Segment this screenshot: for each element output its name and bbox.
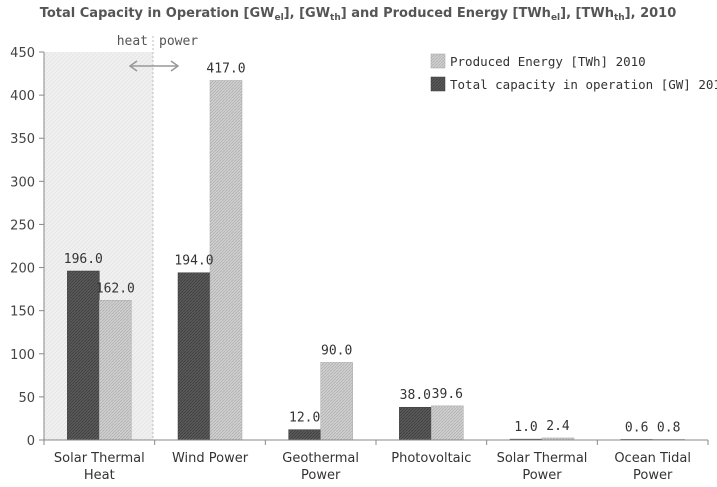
- data-label: 0.8: [657, 420, 680, 435]
- data-label: 0.6: [625, 420, 648, 435]
- x-category-label: Wind Power: [172, 451, 249, 466]
- x-category-label: Geothermal Power: [282, 451, 359, 483]
- data-label: 39.6: [432, 387, 463, 402]
- y-tick-label: 50: [18, 391, 35, 406]
- bar-capacity: [288, 429, 321, 441]
- data-label: 38.0: [400, 388, 431, 403]
- data-labels: 196.0 162.0 194.0 417.0 12.0 90.0 38.0 39.6 1.0 2…: [64, 61, 681, 435]
- y-tick-label: 450: [10, 46, 35, 61]
- title-part-2: ], [GW: [284, 6, 330, 21]
- data-label: 162.0: [96, 281, 135, 296]
- annotation-heat: heat: [117, 34, 148, 49]
- legend-swatch-capacity: [430, 76, 446, 92]
- title-sub-2: th: [330, 13, 341, 23]
- y-tick-label: 100: [10, 348, 35, 363]
- title-sub-4: th: [614, 13, 625, 23]
- legend-swatch-energy: [430, 53, 446, 69]
- data-label: 194.0: [174, 254, 213, 269]
- y-tick-label: 150: [10, 305, 35, 320]
- y-tick-label: 250: [10, 218, 35, 233]
- data-label: 196.0: [64, 252, 103, 267]
- double-arrow-icon: [128, 60, 180, 72]
- data-label: 12.0: [289, 411, 320, 426]
- title-part-3: ] and Produced Energy [TWh: [341, 6, 551, 21]
- data-label: 90.0: [321, 343, 352, 358]
- title-sub-1: el: [274, 13, 283, 23]
- data-label: 417.0: [206, 61, 245, 76]
- bar-capacity: [67, 270, 100, 441]
- data-label: 1.0: [514, 420, 537, 435]
- title-sub-3: el: [551, 13, 560, 23]
- title-main: Total Capacity in Operation [GW: [40, 6, 275, 21]
- bar-energy: [431, 405, 464, 441]
- data-label: 2.4: [546, 419, 570, 434]
- y-tick-label: 400: [10, 89, 35, 104]
- title-part-4: ], [TWh: [560, 6, 614, 21]
- y-tick-label: 300: [10, 175, 35, 190]
- bar-energy: [99, 300, 132, 441]
- y-tick-label: 200: [10, 262, 35, 277]
- x-category-label: Photovoltaic: [391, 451, 471, 466]
- y-axis: 0 50 100 150 200 250 300 350 400 450: [10, 46, 45, 449]
- legend-label-capacity: Total capacity in operation [GW] 2010: [450, 77, 717, 92]
- x-category-label: Solar Thermal Heat: [54, 451, 145, 483]
- x-category-label: Solar Thermal Power: [497, 451, 588, 483]
- legend-label-energy: Produced Energy [TWh] 2010: [450, 54, 646, 69]
- x-axis: Solar Thermal Heat Wind Power Geothermal Pow…: [43, 439, 709, 483]
- bars: [67, 80, 685, 441]
- title-part-5: ], 2010: [625, 6, 677, 21]
- bar-energy: [320, 362, 353, 441]
- chart-title: Total Capacity in Operation [GWel], [GWt…: [40, 6, 677, 23]
- y-tick-label: 350: [10, 132, 35, 147]
- bar-capacity: [177, 272, 211, 441]
- bar-energy: [209, 80, 243, 441]
- annotation-power: power: [159, 34, 198, 49]
- y-tick-label: 0: [27, 434, 35, 449]
- bar-capacity: [399, 406, 432, 441]
- x-category-label: Ocean Tidal Power: [614, 451, 691, 483]
- legend: Produced Energy [TWh] 2010 Total capacit…: [430, 53, 717, 92]
